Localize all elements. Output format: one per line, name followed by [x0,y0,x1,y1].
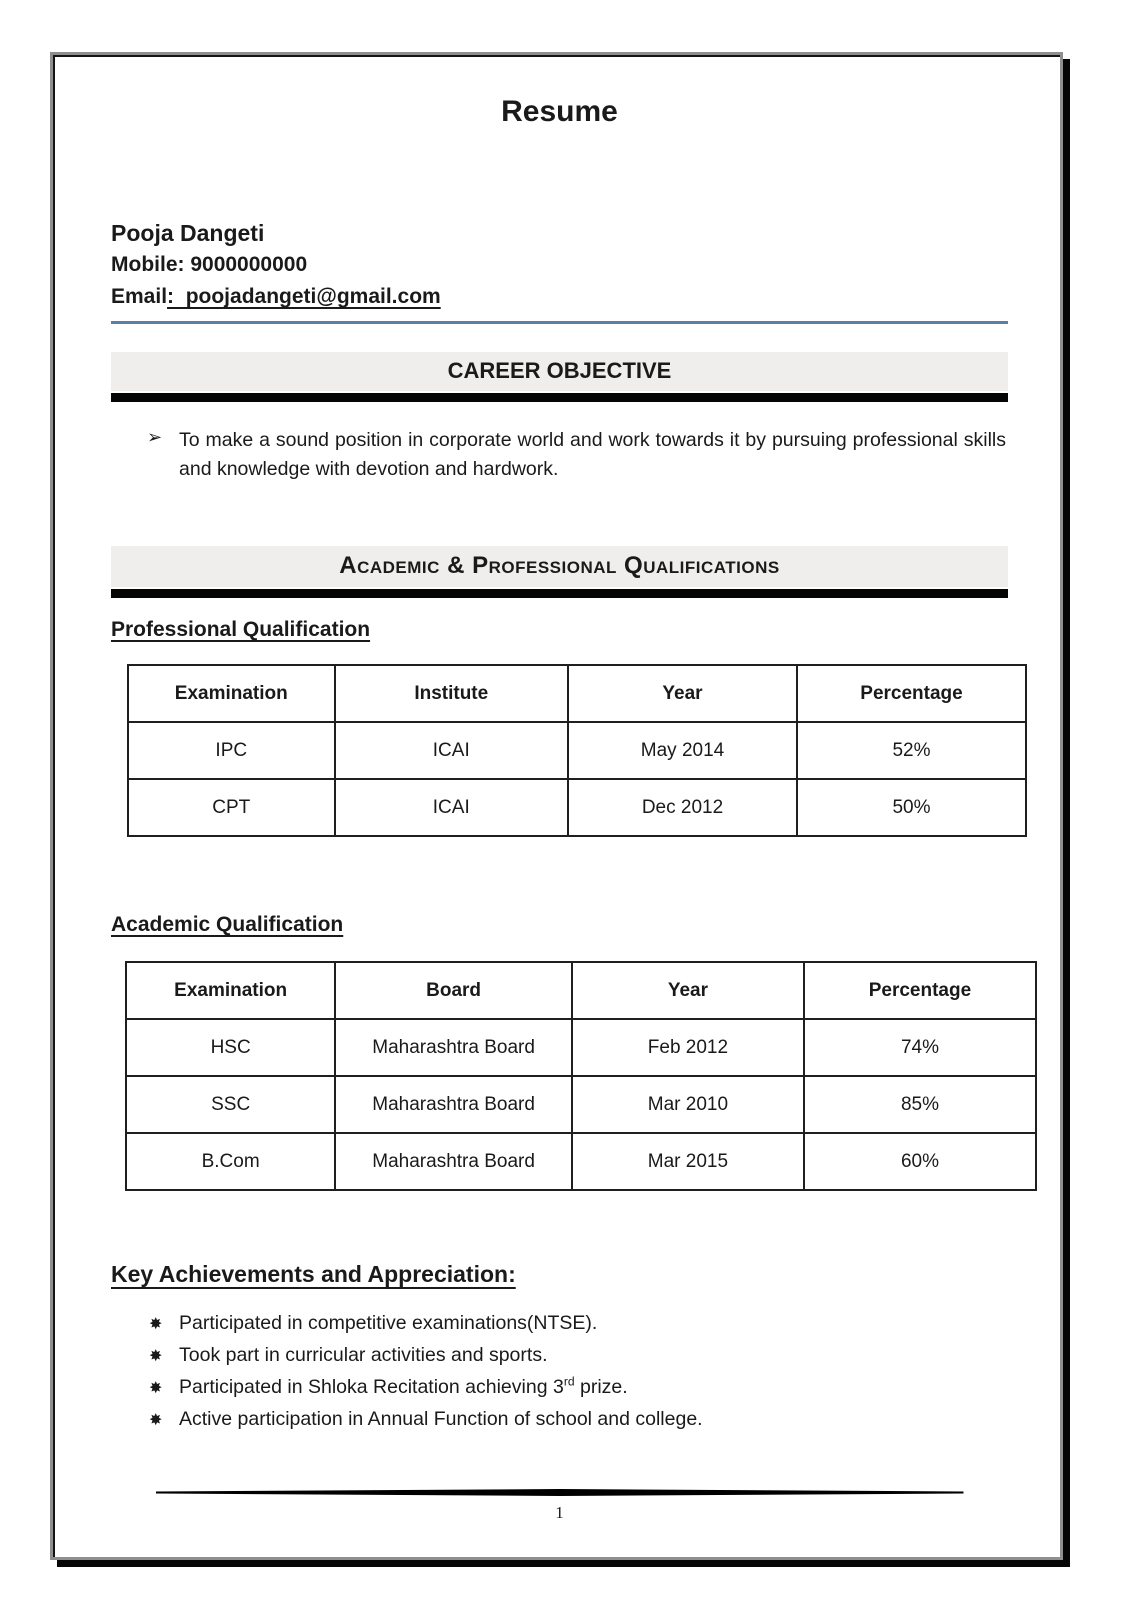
table-row: IPC ICAI May 2014 52% [127,721,1028,780]
accent-divider-rule [111,321,1008,324]
list-item: ✸ Active participation in Annual Functio… [111,1404,1008,1436]
table-cell: Maharashtra Board [334,1018,573,1077]
achievement-text: Participated in Shloka Recitation achiev… [179,1374,628,1398]
column-header: Institute [333,664,570,723]
achievement-text: Active participation in Annual Function … [179,1408,703,1430]
star-bullet-icon: ✸ [149,1316,163,1333]
table-cell: 74% [802,1018,1038,1077]
mobile-value: 9000000000 [190,253,308,276]
professional-qualification-table: Examination Institute Year Percentage IP… [127,664,1028,837]
table-cell: Maharashtra Board [334,1132,573,1191]
footer-divider-rule [155,1489,964,1496]
table-cell: 85% [802,1075,1038,1134]
contact-mobile: Mobile: 9000000000 [111,249,1008,281]
table-cell: Maharashtra Board [334,1075,573,1134]
star-bullet-icon: ✸ [149,1348,163,1365]
achievement-text: Took part in curricular activities and s… [179,1344,548,1366]
column-header: Examination [127,664,336,723]
table-cell: 50% [795,778,1028,837]
table-cell: ICAI [333,778,570,837]
contact-name: Pooja Dangeti [111,220,265,246]
academic-qualification-heading: Academic Qualification [111,913,344,936]
table-cell: Feb 2012 [570,1018,805,1077]
mobile-label: Mobile: [111,253,185,276]
column-header: Year [567,664,798,723]
section-header-career-objective: CAREER OBJECTIVE [111,352,1008,391]
table-cell: CPT [127,778,336,837]
section-header-qualifications: Academic & Professional Qualifications [111,546,1008,587]
page-title: Resume [501,95,618,128]
table-cell: HSC [124,1018,337,1077]
column-header: Year [570,961,805,1020]
page-footer: 1 [111,1489,1008,1523]
career-objective-item: ➢ To make a sound position in corporate … [111,426,1008,484]
list-item: ✸ Participated in Shloka Recitation achi… [111,1372,1008,1404]
section-bar-career-objective [111,393,1008,402]
table-row: B.Com Maharashtra Board Mar 2015 60% [124,1132,1038,1191]
column-header: Percentage [802,961,1038,1020]
table-cell: SSC [124,1075,337,1134]
table-cell: 60% [802,1132,1038,1191]
table-row: CPT ICAI Dec 2012 50% [127,778,1028,837]
achievements-heading: Key Achievements and Appreciation: [111,1261,516,1287]
achievement-text: Participated in competitive examinations… [179,1312,598,1334]
contact-block: Pooja Dangeti Mobile: 9000000000 Email: … [111,217,1008,313]
table-cell: 52% [795,721,1028,780]
email-label: Email [111,285,168,308]
table-cell: Dec 2012 [567,778,798,837]
star-bullet-icon: ✸ [149,1380,163,1397]
table-cell: May 2014 [567,721,798,780]
section-bar-qualifications [111,589,1008,598]
professional-qualification-heading: Professional Qualification [111,618,371,641]
email-value: : poojadangeti@gmail.com [167,285,441,308]
table-row: SSC Maharashtra Board Mar 2010 85% [124,1075,1038,1134]
arrow-bullet-icon: ➢ [147,427,163,447]
column-header: Percentage [795,664,1028,723]
achievements-list: ✸ Participated in competitive examinatio… [111,1308,1008,1436]
page-number: 1 [555,1503,564,1522]
career-objective-text: To make a sound position in corporate wo… [179,429,1006,480]
resume-page-inner: Resume Pooja Dangeti Mobile: 9000000000 … [53,55,1060,1557]
column-header: Examination [124,961,337,1020]
table-cell: Mar 2010 [570,1075,805,1134]
contact-email: Email: poojadangeti@gmail.com [111,281,1008,313]
column-header: Board [334,961,573,1020]
resume-page: Resume Pooja Dangeti Mobile: 9000000000 … [50,52,1063,1560]
table-header-row: Examination Board Year Percentage [124,961,1038,1020]
table-cell: IPC [127,721,336,780]
table-row: HSC Maharashtra Board Feb 2012 74% [124,1018,1038,1077]
list-item: ✸ Took part in curricular activities and… [111,1340,1008,1372]
list-item: ✸ Participated in competitive examinatio… [111,1308,1008,1340]
academic-qualification-table: Examination Board Year Percentage HSC Ma… [124,961,1038,1191]
table-cell: ICAI [333,721,570,780]
table-cell: B.Com [124,1132,337,1191]
star-bullet-icon: ✸ [149,1412,163,1429]
table-cell: Mar 2015 [570,1132,805,1191]
table-header-row: Examination Institute Year Percentage [127,664,1028,723]
